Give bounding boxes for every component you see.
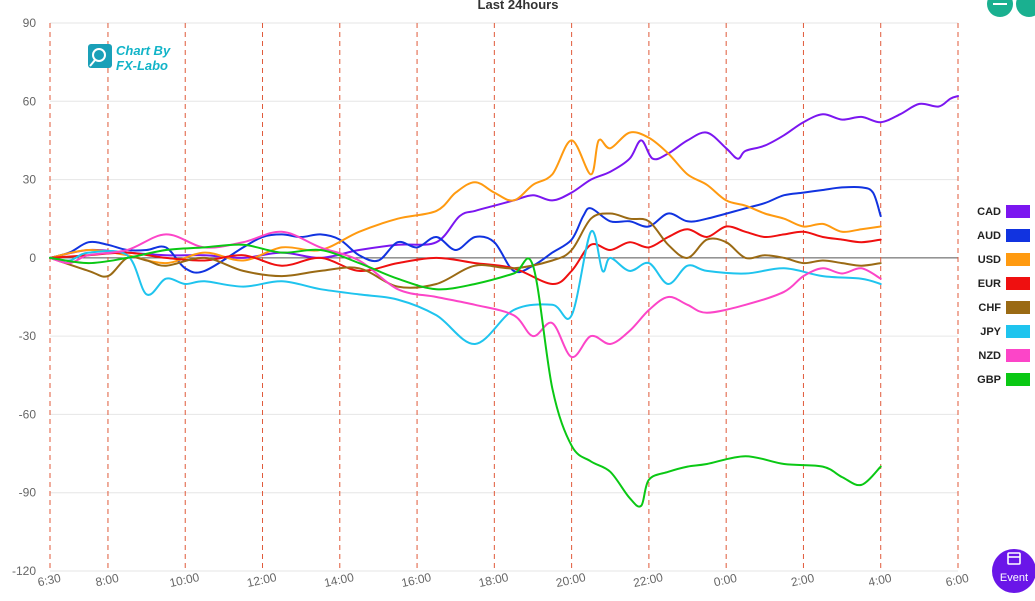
legend-label: GBP [977,374,1001,386]
x-tick-label: 4:00 [867,571,893,590]
calendar-icon [1007,552,1021,565]
legend-label: USD [978,254,1001,266]
y-tick-label: -120 [12,564,36,578]
event-label: Event [1000,572,1028,584]
legend-swatch [1006,325,1030,338]
legend-item-eur[interactable]: EUR [978,277,1030,290]
x-tick-label: 14:00 [323,570,356,590]
y-tick-label: -60 [19,407,37,421]
chart-logo: Chart By FX-Labo [88,43,171,73]
series-line-cad [49,95,959,259]
series-line-eur [49,225,882,286]
legend-item-gbp[interactable]: GBP [977,373,1030,386]
logo-line-2: FX-Labo [116,58,168,73]
legend-swatch [1006,349,1030,362]
magnifier-handle [89,59,96,67]
download-icon-bar [993,3,1007,5]
legend-label: JPY [980,326,1001,338]
legend-label: CHF [978,302,1001,314]
legend-label: NZD [978,350,1001,362]
series-line-aud [49,185,882,274]
legend-swatch [1006,229,1030,242]
axis-layer: 90 60 30 0 -30 -60 -90 -120 6:30 8:00 10:00 12:00 14… [12,16,970,590]
series-line-nzd [49,230,882,359]
download-button[interactable] [987,0,1013,17]
x-tick-label: 8:00 [94,571,120,590]
magnifier-icon [92,48,106,62]
event-button[interactable]: Event [992,549,1035,593]
grid-layer [49,22,959,572]
legend-item-jpy[interactable]: JPY [980,325,1030,338]
legend-swatch [1006,253,1030,266]
x-tick-label: 0:00 [712,571,738,590]
x-tick-label: 6:00 [944,571,970,590]
export-icon [1016,0,1035,17]
event-button-bg [992,549,1035,593]
x-tick-label: 10:00 [168,570,201,590]
y-tick-label: 60 [23,94,37,108]
legend-swatch [1006,205,1030,218]
y-tick-label: 0 [29,251,36,265]
legend-item-nzd[interactable]: NZD [978,349,1030,362]
series-line-gbp [49,243,882,508]
x-tick-label: 22:00 [632,570,665,590]
x-tick-label: 6:30 [36,571,62,590]
x-tick-label: 20:00 [555,570,588,590]
legend-item-aud[interactable]: AUD [977,229,1030,242]
legend-item-usd[interactable]: USD [978,253,1030,266]
legend-label: AUD [977,230,1001,242]
legend-swatch [1006,373,1030,386]
y-tick-label: -30 [19,329,37,343]
legend-swatch [1006,277,1030,290]
series-layer [49,95,959,508]
logo-line-1: Chart By [116,43,171,58]
chart-title: Last 24hours [478,0,559,12]
legend-item-cad[interactable]: CAD [977,205,1030,218]
export-button[interactable] [1016,0,1035,17]
legend-swatch [1006,301,1030,314]
download-icon [987,0,1013,17]
series-line-jpy [49,230,882,346]
legend: CAD AUD USD EUR CHF JPY NZD GBP [977,205,1030,386]
y-tick-label: 90 [23,16,37,30]
y-tick-label: -90 [19,486,37,500]
x-tick-label: 2:00 [790,571,816,590]
x-tick-label: 18:00 [477,570,510,590]
series-line-chf [49,212,882,289]
y-tick-label: 30 [23,173,37,187]
legend-label: CAD [977,206,1001,218]
legend-item-chf[interactable]: CHF [978,301,1030,314]
x-tick-label: 16:00 [400,570,433,590]
x-tick-label: 12:00 [246,570,279,590]
legend-label: EUR [978,278,1001,290]
